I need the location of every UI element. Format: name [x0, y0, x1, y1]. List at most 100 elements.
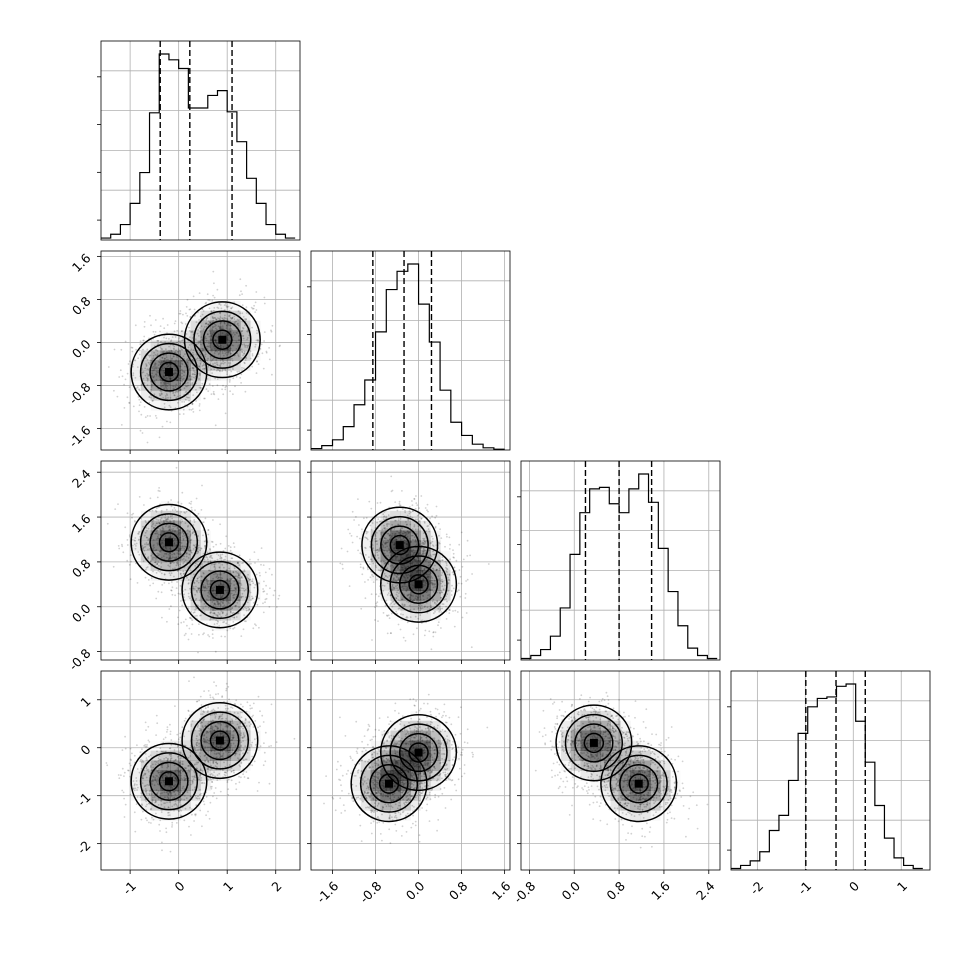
scatter-point	[206, 378, 209, 380]
scatter-point	[201, 713, 204, 715]
scatter-point	[374, 564, 377, 567]
scatter-point	[268, 606, 271, 608]
density-cell	[150, 340, 161, 351]
scatter-point	[231, 612, 234, 615]
scatter-point	[188, 367, 191, 370]
scatter-point	[234, 575, 237, 578]
scatter-point	[140, 767, 143, 770]
scatter-point	[236, 586, 238, 589]
scatter-point	[420, 604, 423, 607]
scatter-point	[145, 566, 148, 569]
scatter-point	[177, 799, 180, 801]
scatter-point	[455, 559, 458, 562]
scatter-point	[189, 355, 192, 358]
scatter-point	[356, 535, 358, 538]
scatter-point	[208, 591, 211, 594]
scatter-point	[188, 399, 191, 402]
scatter-point	[254, 744, 257, 746]
scatter-point	[167, 501, 170, 504]
scatter-point	[237, 354, 240, 356]
scatter-point	[435, 544, 438, 547]
scatter-point	[357, 498, 359, 500]
scatter-point	[448, 608, 451, 611]
scatter-point	[218, 369, 221, 372]
scatter-point	[251, 578, 254, 580]
scatter-point	[218, 327, 221, 329]
scatter-point	[194, 814, 197, 817]
scatter-point	[191, 531, 194, 534]
scatter-point	[174, 391, 177, 394]
scatter-point	[206, 758, 208, 760]
scatter-point	[182, 413, 185, 415]
scatter-point	[123, 797, 125, 800]
scatter-point	[381, 531, 384, 534]
density-cell	[170, 350, 181, 361]
scatter-point	[158, 561, 160, 563]
scatter-point	[158, 522, 161, 525]
scatter-point	[124, 340, 127, 343]
scatter-point	[126, 539, 129, 541]
scatter-point	[393, 573, 396, 576]
scatter-point	[230, 327, 233, 330]
scatter-point	[118, 547, 121, 550]
scatter-point	[229, 546, 232, 549]
scatter-point	[401, 603, 404, 605]
scatter-point	[151, 558, 154, 560]
scatter-point	[131, 365, 134, 368]
scatter-point	[384, 542, 386, 544]
scatter-point	[194, 314, 197, 317]
scatter-point	[147, 556, 150, 558]
density-cell	[140, 360, 152, 371]
scatter-point	[206, 333, 209, 336]
scatter-point	[430, 579, 433, 582]
scatter-point	[203, 362, 205, 365]
scatter-point	[171, 336, 174, 338]
scatter-point	[191, 782, 194, 785]
scatter-point	[412, 510, 414, 513]
density-cell	[220, 310, 231, 321]
contour-level	[181, 551, 259, 629]
scatter-point	[190, 834, 192, 836]
scatter-point	[341, 563, 344, 566]
scatter-point	[177, 501, 180, 504]
scatter-point	[219, 722, 222, 725]
scatter-point	[432, 590, 435, 593]
scatter-point	[219, 542, 222, 545]
scatter-point	[221, 553, 224, 556]
scatter-point	[417, 617, 420, 620]
density-cell	[400, 570, 411, 581]
scatter-point	[222, 559, 225, 561]
scatter-point	[395, 519, 397, 522]
scatter-point	[364, 597, 367, 600]
scatter-point	[196, 577, 199, 580]
scatter-point	[453, 556, 455, 559]
scatter-point	[242, 570, 245, 573]
scatter-point	[173, 760, 176, 763]
scatter-point	[163, 573, 166, 576]
scatter-point	[388, 541, 391, 544]
scatter-point	[196, 590, 198, 592]
scatter-point	[124, 378, 127, 381]
scatter-point	[149, 354, 152, 357]
scatter-point	[126, 512, 129, 515]
scatter-point	[142, 339, 145, 342]
density-cell	[230, 580, 241, 591]
scatter-point	[199, 374, 201, 377]
density-cell	[390, 550, 401, 561]
scatter-point	[198, 587, 200, 589]
scatter-point	[232, 611, 235, 614]
scatter-point	[395, 585, 397, 588]
scatter-point	[203, 747, 206, 750]
scatter-point	[137, 396, 140, 398]
scatter-point	[157, 367, 160, 370]
scatter-point	[231, 739, 234, 741]
scatter-point	[430, 575, 433, 578]
scatter-point	[243, 350, 246, 353]
scatter-point	[157, 771, 160, 774]
scatter-point	[434, 585, 437, 588]
scatter-point	[135, 542, 138, 545]
scatter-point	[198, 752, 201, 755]
scatter-point	[192, 383, 194, 385]
scatter-point	[192, 411, 195, 413]
axes-frame	[100, 460, 301, 661]
